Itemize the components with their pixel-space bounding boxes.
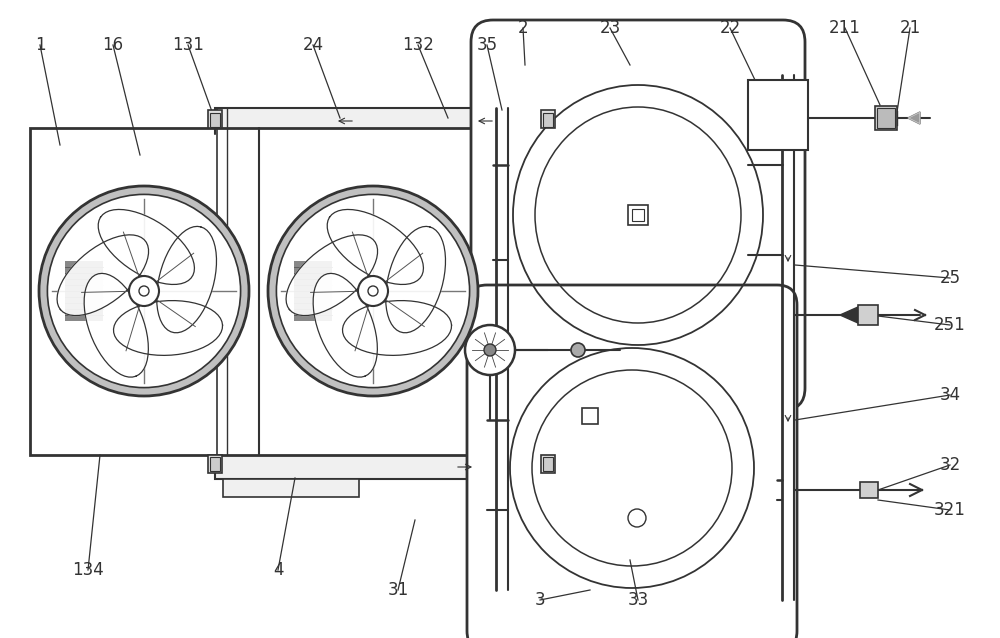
Text: 132: 132 bbox=[402, 36, 434, 54]
Text: 22: 22 bbox=[719, 19, 741, 37]
Bar bbox=[208, 455, 222, 473]
Circle shape bbox=[276, 195, 470, 388]
Bar bbox=[215, 108, 548, 134]
Polygon shape bbox=[98, 209, 194, 285]
Bar bbox=[875, 106, 897, 130]
Bar bbox=[860, 482, 878, 498]
Text: 2: 2 bbox=[518, 19, 528, 37]
Polygon shape bbox=[386, 226, 445, 332]
Text: 25: 25 bbox=[939, 269, 961, 287]
Text: 23: 23 bbox=[599, 19, 621, 37]
Polygon shape bbox=[327, 209, 423, 285]
Bar bbox=[210, 457, 220, 471]
Polygon shape bbox=[313, 273, 377, 377]
Polygon shape bbox=[114, 300, 223, 355]
Text: 4: 4 bbox=[273, 561, 283, 579]
Polygon shape bbox=[908, 112, 920, 124]
Text: 16: 16 bbox=[102, 36, 124, 54]
Text: 131: 131 bbox=[172, 36, 204, 54]
Bar bbox=[208, 110, 222, 128]
Polygon shape bbox=[84, 273, 148, 377]
Bar bbox=[582, 408, 598, 424]
Bar bbox=[294, 261, 332, 321]
Circle shape bbox=[139, 286, 149, 296]
Text: 251: 251 bbox=[934, 316, 966, 334]
Bar bbox=[541, 455, 555, 473]
Circle shape bbox=[129, 276, 159, 306]
Bar bbox=[877, 108, 895, 128]
FancyBboxPatch shape bbox=[467, 285, 797, 638]
Circle shape bbox=[484, 344, 496, 356]
Text: 35: 35 bbox=[476, 36, 498, 54]
Text: 1: 1 bbox=[35, 36, 45, 54]
Text: 211: 211 bbox=[829, 19, 861, 37]
Polygon shape bbox=[908, 112, 920, 124]
Text: 33: 33 bbox=[627, 591, 649, 609]
Text: 34: 34 bbox=[939, 386, 961, 404]
Bar bbox=[632, 209, 644, 221]
Polygon shape bbox=[343, 300, 452, 355]
Bar bbox=[541, 110, 555, 128]
Polygon shape bbox=[157, 226, 216, 332]
Text: 31: 31 bbox=[387, 581, 409, 599]
Bar bbox=[858, 305, 878, 325]
Bar bbox=[223, 479, 359, 497]
Bar bbox=[65, 261, 103, 321]
Polygon shape bbox=[286, 235, 378, 316]
Circle shape bbox=[39, 186, 249, 396]
Bar bbox=[628, 205, 648, 225]
Bar bbox=[215, 455, 548, 479]
Bar bbox=[210, 113, 220, 127]
Text: 24: 24 bbox=[302, 36, 324, 54]
Bar bbox=[30, 128, 488, 455]
Bar bbox=[543, 113, 553, 127]
Bar bbox=[748, 80, 808, 150]
Text: 32: 32 bbox=[939, 456, 961, 474]
Text: 134: 134 bbox=[72, 561, 104, 579]
Polygon shape bbox=[57, 235, 149, 316]
Polygon shape bbox=[840, 307, 858, 323]
Circle shape bbox=[358, 276, 388, 306]
Circle shape bbox=[571, 343, 585, 357]
Text: 321: 321 bbox=[934, 501, 966, 519]
Circle shape bbox=[268, 186, 478, 396]
Text: 21: 21 bbox=[899, 19, 921, 37]
Bar bbox=[543, 457, 553, 471]
Text: 3: 3 bbox=[535, 591, 545, 609]
Circle shape bbox=[368, 286, 378, 296]
Circle shape bbox=[47, 195, 241, 388]
FancyBboxPatch shape bbox=[471, 20, 805, 410]
Circle shape bbox=[465, 325, 515, 375]
